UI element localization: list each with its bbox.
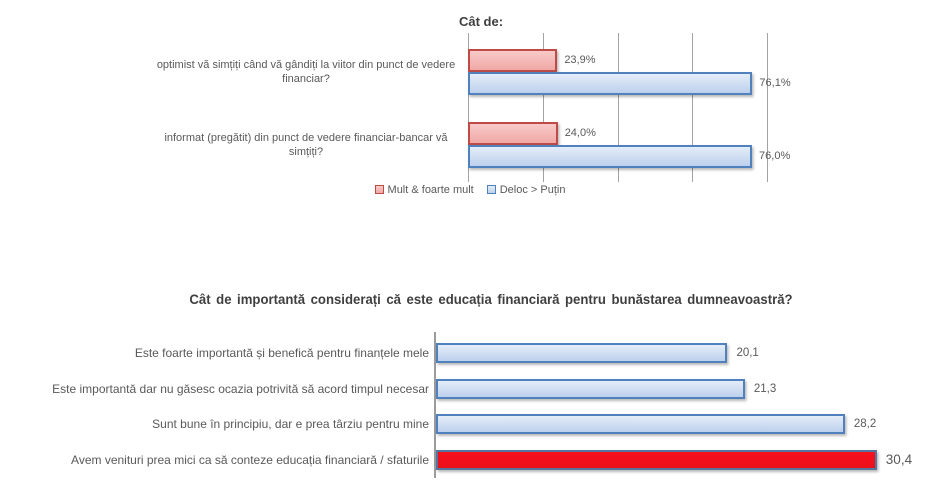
chart1-category-label: informat (pregătit) din punct de vedere … <box>164 132 448 158</box>
chart1-gridline <box>617 33 619 182</box>
chart1-legend: Mult & foarte mult Deloc > Puțin <box>0 182 940 197</box>
chart2-bar-blue <box>436 378 745 399</box>
legend-label-deloc-putin: Deloc > Puțin <box>499 183 566 196</box>
chart2-category-label: Avem venituri prea mici ca să conteze ed… <box>71 453 429 468</box>
chart1-gridline <box>542 33 544 182</box>
chart1-gridline <box>692 33 694 182</box>
chart2-bar-blue <box>436 343 728 363</box>
chart2-bar-blue <box>436 414 845 435</box>
chart1-bar-blue <box>468 72 753 95</box>
chart2-axis-line <box>434 332 436 478</box>
chart1-bar-blue <box>468 145 753 168</box>
chart1-value-label: 23,9% <box>564 54 596 66</box>
chart2-category-label: Sunt bune în principiu, dar e prea târzi… <box>152 417 429 432</box>
chart1-gridline <box>468 33 469 182</box>
chart1-value-label: 24,0% <box>564 127 596 139</box>
chart2-category-label: Este importantă dar nu găsesc ocazia pot… <box>52 381 429 396</box>
chart1-value-label: 76,0% <box>759 150 791 162</box>
chart2-title: Cât de importantă considerați că este ed… <box>189 291 793 307</box>
chart1-bar-pink <box>468 49 558 72</box>
chart1-category-label: optimist vă simțiți când vă gândiți la v… <box>156 59 456 85</box>
chart2-value-label: 20,1 <box>736 347 759 359</box>
legend-label-mult-foarte-mult: Mult & foarte mult <box>387 183 474 196</box>
chart2-value-label: 30,4 <box>885 452 913 468</box>
legend-item-deloc-putin: Deloc > Puțin <box>486 183 566 196</box>
chart2-value-label: 28,2 <box>853 418 877 431</box>
legend-swatch-pink <box>374 185 384 194</box>
chart1-value-label: 76,1% <box>759 77 791 89</box>
legend-item-mult-foarte-mult: Mult & foarte mult <box>374 183 474 196</box>
chart1-title: Cât de: <box>459 14 504 29</box>
chart2-value-label: 21,3 <box>753 382 777 395</box>
chart1-gridline <box>767 33 768 182</box>
chart2-bar-red <box>436 450 877 471</box>
chart2-category-label: Este foarte importantă și benefică pentr… <box>134 346 429 360</box>
chart1-bar-pink <box>468 122 558 145</box>
legend-swatch-blue <box>486 185 496 194</box>
